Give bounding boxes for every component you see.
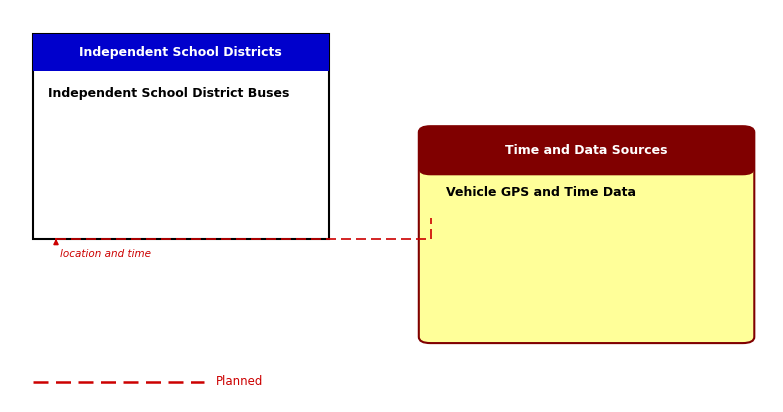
Text: Independent School Districts: Independent School Districts [79,46,282,59]
Text: Time and Data Sources: Time and Data Sources [505,144,668,157]
FancyBboxPatch shape [419,126,754,176]
Text: Vehicle GPS and Time Data: Vehicle GPS and Time Data [446,185,636,199]
Text: Planned: Planned [216,375,263,389]
Text: location and time: location and time [60,249,151,259]
FancyBboxPatch shape [33,34,329,239]
FancyBboxPatch shape [33,34,329,71]
Text: Independent School District Buses: Independent School District Buses [49,87,290,101]
FancyBboxPatch shape [419,126,754,343]
Bar [431,152,742,169]
